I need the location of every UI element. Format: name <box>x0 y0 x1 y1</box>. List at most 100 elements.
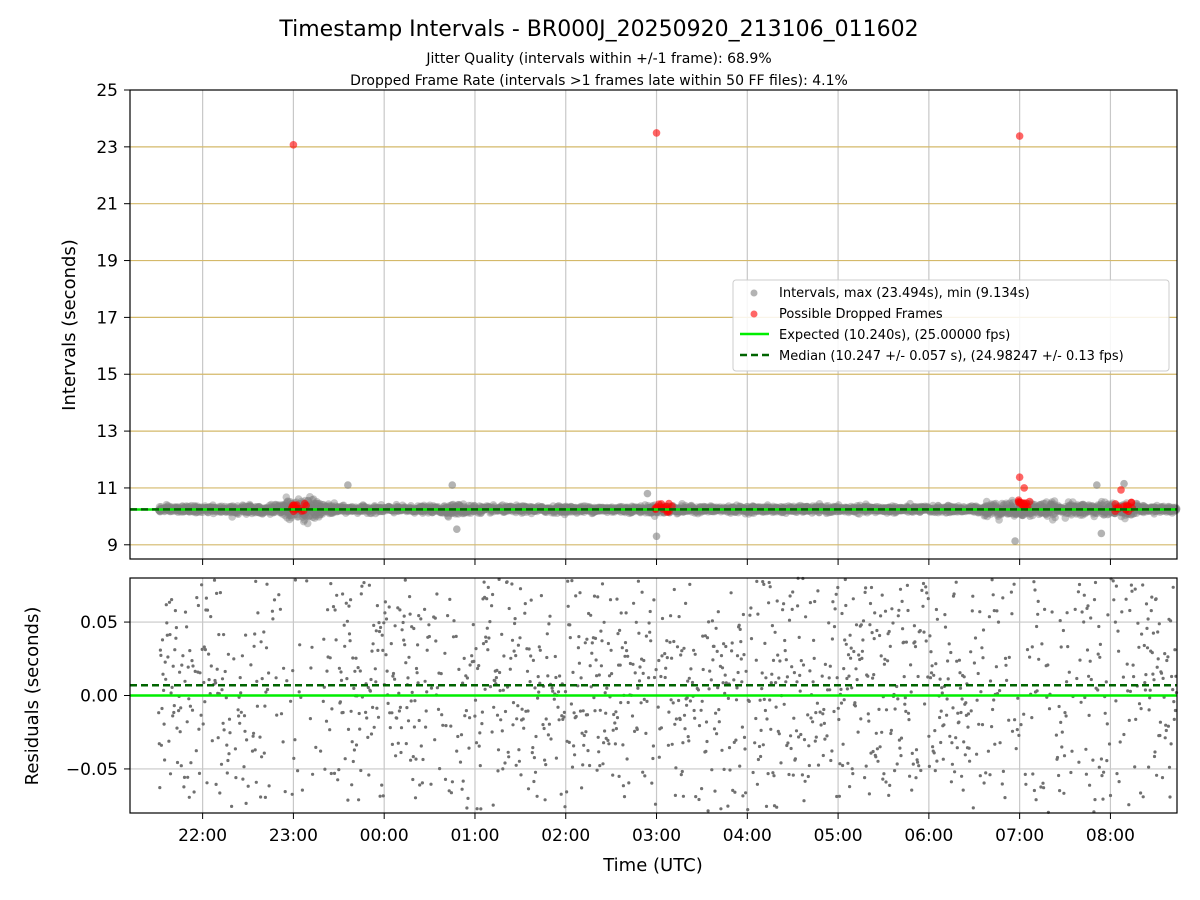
residual-point <box>412 626 416 631</box>
residual-point <box>449 724 453 728</box>
residual-point <box>244 633 248 637</box>
residual-point <box>159 743 163 747</box>
residual-point <box>685 703 689 707</box>
residual-point <box>706 809 710 813</box>
interval-point <box>309 513 317 522</box>
residual-point <box>525 669 530 673</box>
residual-point <box>365 716 369 720</box>
residual-point <box>490 604 494 608</box>
residual-point <box>255 704 259 708</box>
residual-point <box>728 768 732 772</box>
interval-point <box>549 502 557 510</box>
interval-point <box>246 501 255 510</box>
residual-point <box>467 746 471 750</box>
residual-point <box>715 732 719 736</box>
interval-point <box>311 511 320 519</box>
residual-point <box>707 620 711 624</box>
residual-point <box>769 681 773 685</box>
residual-point <box>162 722 166 726</box>
residual-point <box>788 594 792 598</box>
residual-point <box>480 710 484 714</box>
residual-point <box>545 655 549 660</box>
residual-point <box>479 807 483 811</box>
residual-point <box>594 658 598 662</box>
legend-marker-intervals <box>750 289 758 297</box>
residual-point <box>604 711 608 715</box>
residual-point <box>325 669 329 673</box>
residual-point <box>601 762 605 766</box>
residual-point <box>656 705 660 709</box>
residual-point <box>177 709 181 713</box>
residual-point <box>645 699 649 704</box>
residual-point <box>687 739 691 743</box>
residual-point <box>715 649 719 654</box>
intervals-y-tick-label: 25 <box>96 81 118 101</box>
residual-point <box>606 738 610 743</box>
residual-point <box>749 637 754 641</box>
residual-point <box>427 634 431 639</box>
residual-point <box>512 649 516 653</box>
residual-point <box>812 656 816 661</box>
residual-point <box>598 708 602 712</box>
residual-point <box>593 636 598 641</box>
residual-point <box>462 656 466 661</box>
residual-point <box>570 765 575 769</box>
residual-point <box>225 743 229 747</box>
residual-point <box>672 587 676 592</box>
residual-point <box>823 737 827 741</box>
residual-point <box>209 615 213 619</box>
residual-point <box>507 606 511 611</box>
residual-point <box>577 661 582 665</box>
residual-point <box>572 711 576 715</box>
interval-point <box>319 500 328 509</box>
residual-point <box>814 735 818 739</box>
residual-point <box>357 798 361 802</box>
residual-point <box>457 667 461 672</box>
residual-point <box>766 772 770 776</box>
residual-point <box>526 709 530 713</box>
residual-point <box>424 725 428 729</box>
residual-point <box>768 698 772 702</box>
residual-point <box>163 660 167 664</box>
residual-point <box>199 713 203 717</box>
residual-point <box>665 639 669 643</box>
residual-point <box>806 713 810 717</box>
residual-point <box>823 662 828 667</box>
residual-point <box>464 709 468 713</box>
residual-point <box>205 781 209 785</box>
residual-point <box>210 739 214 743</box>
residual-point <box>633 671 637 675</box>
residual-point <box>664 666 668 670</box>
residual-point <box>190 659 194 663</box>
residual-point <box>161 672 165 676</box>
residual-point <box>478 731 482 735</box>
residual-point <box>495 713 500 717</box>
residual-point <box>357 711 361 716</box>
residual-point <box>641 671 645 676</box>
residual-point <box>723 673 727 677</box>
residual-point <box>574 594 578 598</box>
residual-point <box>356 666 360 670</box>
residual-point <box>736 670 740 675</box>
residual-point <box>570 579 574 583</box>
residual-point <box>542 726 546 731</box>
interval-point <box>410 509 419 517</box>
residual-point <box>531 746 535 750</box>
interval-point <box>724 502 733 510</box>
interval-point <box>238 501 247 510</box>
residual-point <box>310 645 314 649</box>
residual-point <box>478 764 482 768</box>
residual-point <box>474 741 479 745</box>
dropped-frame-point <box>1015 473 1024 481</box>
residual-point <box>566 604 570 608</box>
residual-point <box>802 799 806 803</box>
residual-point <box>546 674 550 678</box>
residual-point <box>799 732 803 737</box>
residual-point <box>686 735 690 739</box>
residual-point <box>544 717 548 721</box>
residual-point <box>237 714 241 718</box>
residual-point <box>674 766 678 770</box>
residual-point <box>219 762 224 766</box>
residual-point <box>265 582 269 586</box>
dropped-frame-point <box>1020 484 1028 492</box>
